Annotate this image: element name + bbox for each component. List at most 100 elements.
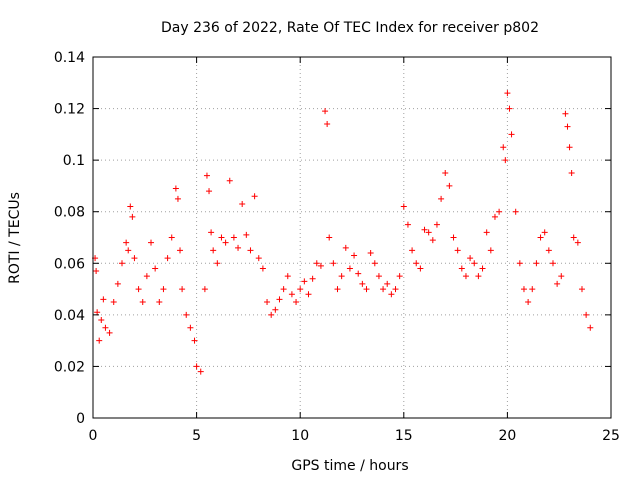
y-tick-label: 0.1 xyxy=(63,153,85,169)
data-point xyxy=(425,229,432,236)
data-point xyxy=(417,265,424,272)
data-point xyxy=(512,208,519,215)
data-point xyxy=(570,234,577,241)
data-point xyxy=(508,131,515,138)
data-point xyxy=(313,260,320,267)
data-point xyxy=(123,239,130,246)
y-tick-label: 0 xyxy=(76,411,85,427)
data-point xyxy=(549,260,556,267)
data-point xyxy=(160,286,167,293)
data-point xyxy=(380,286,387,293)
data-point xyxy=(280,286,287,293)
data-point xyxy=(578,286,585,293)
axis-ticks: 0 0.02 0.04 0.06 0.08 0.1 0.12 0.14 0 5 10 15 20 25 xyxy=(54,50,620,444)
data-point xyxy=(471,260,478,267)
data-point xyxy=(96,337,103,344)
data-point xyxy=(491,213,498,220)
data-point xyxy=(193,363,200,370)
data-point xyxy=(125,247,132,254)
data-point xyxy=(504,90,511,97)
data-point xyxy=(479,265,486,272)
data-point xyxy=(334,286,341,293)
data-point xyxy=(208,229,215,236)
data-point xyxy=(268,311,275,318)
data-point xyxy=(276,296,283,303)
x-tick-label: 0 xyxy=(89,428,98,444)
data-point xyxy=(226,177,233,184)
data-point xyxy=(114,280,121,287)
data-point xyxy=(541,229,548,236)
data-point xyxy=(525,298,532,305)
data-point xyxy=(483,229,490,236)
data-point xyxy=(363,286,370,293)
data-point xyxy=(574,239,581,246)
data-point xyxy=(342,244,349,251)
data-point xyxy=(475,273,482,280)
data-point xyxy=(301,278,308,285)
data-point xyxy=(177,247,184,254)
y-axis-label: ROTI / TECUs xyxy=(7,192,23,284)
data-point xyxy=(467,255,474,262)
data-point xyxy=(545,247,552,254)
data-point xyxy=(131,255,138,262)
data-point xyxy=(442,170,449,177)
data-point xyxy=(206,188,213,195)
data-point xyxy=(496,208,503,215)
data-point xyxy=(197,368,204,375)
data-point xyxy=(135,286,142,293)
x-axis-label: GPS time / hours xyxy=(291,458,408,474)
data-point xyxy=(191,337,198,344)
data-point xyxy=(284,273,291,280)
data-point xyxy=(359,280,366,287)
data-point xyxy=(367,249,374,256)
data-point xyxy=(203,172,210,179)
data-point xyxy=(110,298,117,305)
y-tick-label: 0.08 xyxy=(54,205,85,221)
data-point xyxy=(183,311,190,318)
x-tick-label: 20 xyxy=(498,428,516,444)
data-point xyxy=(309,275,316,282)
data-point xyxy=(174,195,181,202)
data-point xyxy=(127,203,134,210)
data-point xyxy=(148,239,155,246)
data-point xyxy=(400,203,407,210)
data-point xyxy=(409,247,416,254)
data-point xyxy=(230,234,237,241)
data-point xyxy=(446,182,453,189)
data-point xyxy=(338,273,345,280)
y-tick-label: 0.12 xyxy=(54,102,85,118)
data-point xyxy=(564,123,571,130)
data-point xyxy=(322,108,329,115)
data-point xyxy=(139,298,146,305)
data-point xyxy=(454,247,461,254)
y-tick-label: 0.04 xyxy=(54,308,85,324)
data-point xyxy=(98,317,105,324)
data-point xyxy=(392,286,399,293)
data-point xyxy=(375,273,382,280)
data-point xyxy=(288,291,295,298)
data-point xyxy=(500,144,507,151)
data-point xyxy=(487,247,494,254)
data-point xyxy=(317,262,324,269)
data-point xyxy=(388,291,395,298)
data-point xyxy=(450,234,457,241)
data-point xyxy=(566,144,573,151)
data-point xyxy=(222,239,229,246)
data-point xyxy=(568,170,575,177)
data-point xyxy=(259,265,266,272)
data-point xyxy=(93,268,100,275)
data-point xyxy=(330,260,337,267)
data-point xyxy=(558,273,565,280)
y-tick-label: 0.14 xyxy=(54,50,85,66)
data-point xyxy=(156,298,163,305)
data-point xyxy=(396,273,403,280)
data-point xyxy=(537,234,544,241)
data-point xyxy=(429,237,436,244)
y-tick-label: 0.02 xyxy=(54,359,85,375)
y-tick-label: 0.06 xyxy=(54,256,85,272)
data-point xyxy=(404,221,411,228)
data-point xyxy=(438,195,445,202)
data-point xyxy=(529,286,536,293)
data-point xyxy=(293,298,300,305)
data-point xyxy=(172,185,179,192)
